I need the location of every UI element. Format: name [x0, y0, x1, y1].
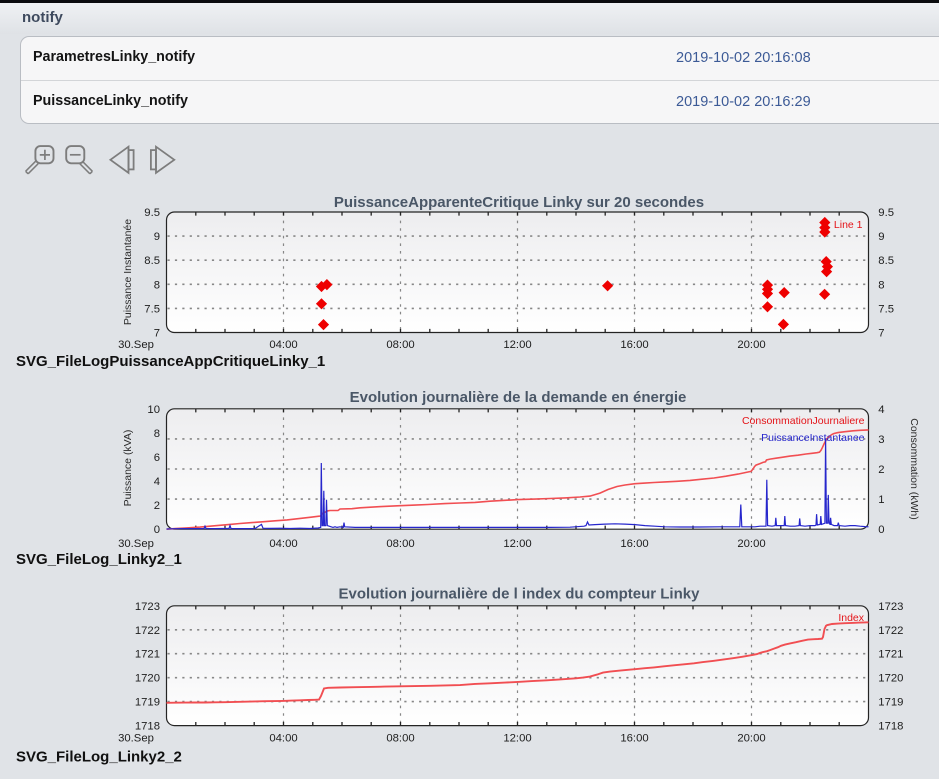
svg-text:08:00: 08:00: [386, 538, 414, 550]
svg-text:Puissance Instantanée: Puissance Instantanée: [122, 219, 134, 325]
svg-text:1720: 1720: [878, 673, 903, 685]
svg-text:SVG_FileLogPuissanceAppCritiqu: SVG_FileLogPuissanceAppCritiqueLinky_1: [16, 353, 325, 370]
svg-text:8: 8: [878, 279, 884, 291]
svg-text:Consommation (kWh): Consommation (kWh): [908, 418, 920, 520]
svg-text:7: 7: [154, 328, 160, 340]
svg-text:9.5: 9.5: [878, 207, 894, 219]
svg-text:1723: 1723: [135, 601, 160, 613]
svg-text:Puissance (kVA): Puissance (kVA): [122, 430, 134, 507]
svg-text:7.5: 7.5: [878, 303, 894, 315]
svg-text:12:00: 12:00: [503, 339, 531, 351]
svg-text:1721: 1721: [135, 649, 160, 661]
svg-text:1723: 1723: [878, 601, 903, 613]
svg-text:1718: 1718: [135, 721, 160, 733]
svg-text:PuissanceInstantanee: PuissanceInstantanee: [761, 432, 864, 444]
svg-text:12:00: 12:00: [503, 733, 531, 745]
svg-text:08:00: 08:00: [386, 339, 414, 351]
svg-text:04:00: 04:00: [269, 538, 297, 550]
svg-text:6: 6: [154, 452, 160, 464]
svg-text:7.5: 7.5: [144, 303, 160, 315]
svg-text:16:00: 16:00: [620, 339, 648, 351]
svg-text:1722: 1722: [135, 625, 160, 637]
svg-text:1718: 1718: [878, 721, 903, 733]
svg-text:8: 8: [154, 428, 160, 440]
svg-text:9.5: 9.5: [144, 207, 160, 219]
svg-text:1719: 1719: [878, 697, 903, 709]
svg-text:1: 1: [878, 494, 884, 506]
svg-text:9: 9: [154, 231, 160, 243]
svg-text:04:00: 04:00: [269, 339, 297, 351]
svg-text:Evolution journalière de la de: Evolution journalière de la demande en é…: [350, 389, 687, 406]
svg-text:20:00: 20:00: [737, 538, 765, 550]
svg-text:Index: Index: [838, 612, 864, 624]
svg-text:7: 7: [878, 328, 884, 340]
svg-text:30.Sep: 30.Sep: [118, 733, 154, 745]
svg-text:SVG_FileLog_Linky2_1: SVG_FileLog_Linky2_1: [16, 551, 182, 568]
svg-text:ConsommationJournaliere: ConsommationJournaliere: [742, 415, 865, 427]
svg-text:3: 3: [878, 434, 884, 446]
svg-text:04:00: 04:00: [269, 733, 297, 745]
svg-text:1722: 1722: [878, 625, 903, 637]
svg-text:1719: 1719: [135, 697, 160, 709]
svg-text:4: 4: [154, 476, 160, 488]
svg-text:0: 0: [878, 524, 884, 536]
svg-text:2: 2: [154, 500, 160, 512]
svg-text:Line 1: Line 1: [834, 219, 863, 231]
svg-text:08:00: 08:00: [386, 733, 414, 745]
svg-text:1720: 1720: [135, 673, 160, 685]
svg-text:30.Sep: 30.Sep: [118, 339, 154, 351]
svg-text:16:00: 16:00: [620, 733, 648, 745]
svg-text:PuissanceApparenteCritique Lin: PuissanceApparenteCritique Linky sur 20 …: [334, 194, 704, 211]
svg-text:Evolution journalière de l ind: Evolution journalière de l index du comp…: [339, 586, 701, 603]
svg-text:8.5: 8.5: [878, 255, 894, 267]
svg-text:4: 4: [878, 404, 884, 416]
svg-text:1721: 1721: [878, 649, 903, 661]
svg-text:20:00: 20:00: [737, 339, 765, 351]
svg-text:8: 8: [154, 279, 160, 291]
svg-text:12:00: 12:00: [503, 538, 531, 550]
svg-text:SVG_FileLog_Linky2_2: SVG_FileLog_Linky2_2: [16, 749, 182, 766]
svg-text:10: 10: [147, 404, 160, 416]
svg-text:2: 2: [878, 464, 884, 476]
svg-text:0: 0: [154, 524, 160, 536]
svg-text:30.Sep: 30.Sep: [118, 538, 154, 550]
svg-text:8.5: 8.5: [144, 255, 160, 267]
svg-text:9: 9: [878, 231, 884, 243]
svg-text:16:00: 16:00: [620, 538, 648, 550]
svg-text:20:00: 20:00: [737, 733, 765, 745]
